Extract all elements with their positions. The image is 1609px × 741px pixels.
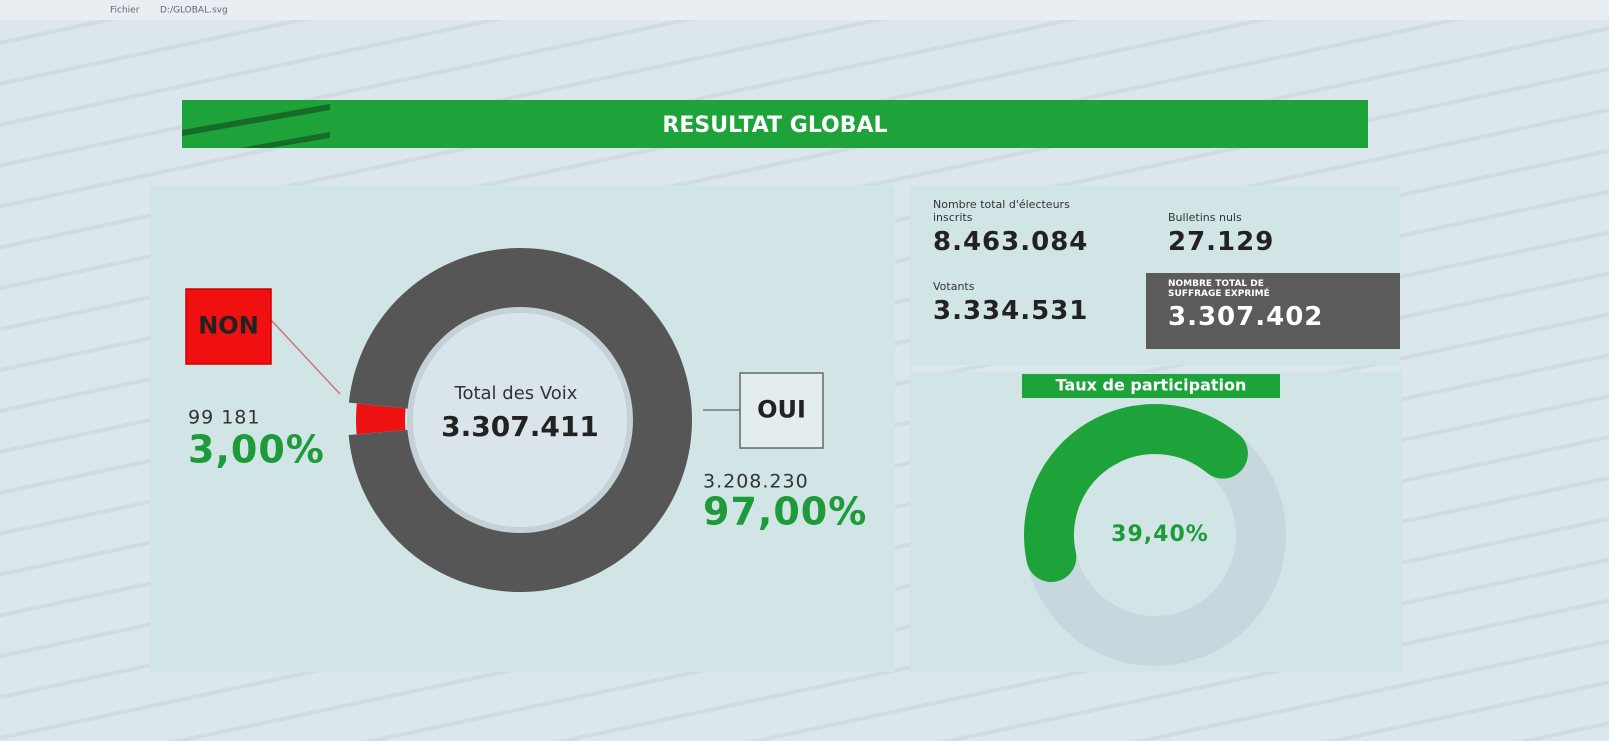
stat-inscrits: Nombre total d'électeurs inscrits 8.463.0… <box>933 198 1088 257</box>
stat-nuls: Bulletins nuls 27.129 <box>1168 211 1308 257</box>
address-bar[interactable]: D:/GLOBAL.svg <box>160 6 228 16</box>
donut-segment <box>348 248 693 592</box>
donut-segment <box>356 403 406 435</box>
donut-center <box>407 307 633 533</box>
stat-label: NOMBRE TOTAL DE SUFFRAGE EXPRIMÉ <box>1168 279 1270 299</box>
title-banner <box>182 100 1368 148</box>
category-box <box>185 288 272 365</box>
stat-label: Votants <box>933 280 975 293</box>
donut-title: Total des Voix <box>454 383 578 404</box>
value-label: 3.208.230 <box>703 471 809 493</box>
connector <box>270 319 341 395</box>
stat-label: Nombre total d'électeurs inscrits <box>933 198 1070 224</box>
stat-value: 27.129 <box>1168 227 1275 257</box>
category-box <box>739 372 824 449</box>
gauge-value: 39,40% <box>1111 522 1209 547</box>
percent-label: 97,00% <box>703 490 867 534</box>
gauge-title: Taux de participation <box>1056 376 1247 395</box>
stat-value: 3.307.402 <box>1168 302 1324 332</box>
value-label: 99 181 <box>188 407 260 429</box>
category-label: OUI <box>757 396 806 424</box>
category-label: NON <box>198 312 259 340</box>
donut-total: 3.307.411 <box>441 410 599 443</box>
stat-exprime: NOMBRE TOTAL DE SUFFRAGE EXPRIMÉ 3.307.40… <box>1146 273 1400 349</box>
page-title: RESULTAT GLOBAL <box>662 113 887 138</box>
stat-value: 3.334.531 <box>933 296 1089 326</box>
browser-tab: Fichier <box>110 6 140 16</box>
stat-votants: Votants 3.334.531 <box>933 280 1088 326</box>
banner-decoration <box>182 104 330 148</box>
stat-label: Bulletins nuls <box>1168 211 1242 224</box>
gauge-arc <box>1024 404 1248 583</box>
stat-value: 8.463.084 <box>933 227 1089 257</box>
percent-label: 3,00% <box>188 428 325 472</box>
browser-bar <box>0 0 1609 20</box>
gauge-title-box <box>1022 374 1280 398</box>
